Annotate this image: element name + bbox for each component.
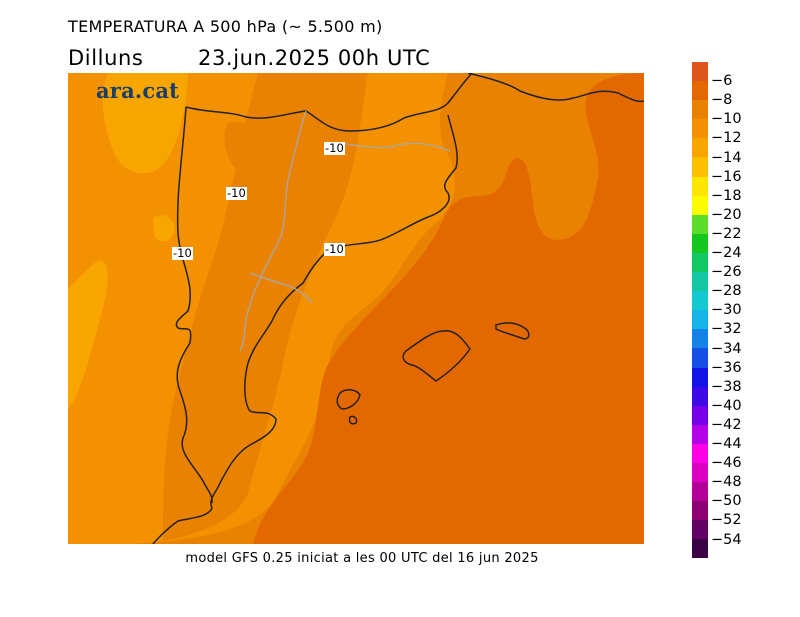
coastline-iberia xyxy=(152,73,473,544)
contour-label: -10 xyxy=(324,141,345,155)
colorbar-swatch xyxy=(692,62,708,82)
contour-label: -10 xyxy=(324,242,345,256)
colorbar-swatch xyxy=(692,214,708,234)
colorbar-label: −32 xyxy=(711,321,742,338)
colorbar-label: −14 xyxy=(711,149,742,166)
colorbar-swatch xyxy=(692,501,708,521)
contour-label: -10 xyxy=(172,246,193,260)
colorbar-swatch xyxy=(692,310,708,330)
coastline-north xyxy=(467,73,644,103)
forecast-date: 23.jun.2025 00h UTC xyxy=(198,46,431,70)
colorbar-swatch xyxy=(692,272,708,292)
colorbar-swatch xyxy=(692,157,708,177)
colorbar-swatch xyxy=(692,100,708,120)
colorbar-label: −34 xyxy=(711,340,742,357)
colorbar-label: −30 xyxy=(711,302,742,319)
colorbar-label: −26 xyxy=(711,264,742,281)
colorbar-label: −22 xyxy=(711,225,742,242)
colorbar-label: −52 xyxy=(711,512,742,529)
colorbar-swatch xyxy=(692,367,708,387)
colorbar-label: −40 xyxy=(711,397,742,414)
colorbar-label: −20 xyxy=(711,206,742,223)
colorbar-swatch xyxy=(692,386,708,406)
colorbar-swatch xyxy=(692,405,708,425)
colorbar-swatch xyxy=(692,291,708,311)
colorbar-label: −24 xyxy=(711,245,742,261)
map-canvas xyxy=(68,73,644,544)
colorbar-swatch xyxy=(692,462,708,483)
temperature-map xyxy=(68,73,644,544)
colorbar-label: −54 xyxy=(711,531,742,548)
colorbar-label: −44 xyxy=(711,436,742,452)
colorbar-swatch xyxy=(692,329,708,349)
border-interior xyxy=(239,110,451,352)
colorbar-swatch xyxy=(692,482,708,502)
island-mallorca xyxy=(402,330,471,382)
forecast-day: Dilluns xyxy=(68,46,144,70)
island-menorca xyxy=(495,322,530,340)
colorbar-swatch xyxy=(692,424,708,444)
island-ibiza xyxy=(336,389,361,410)
contour-label: -10 xyxy=(226,186,247,200)
colorbar-label: −50 xyxy=(711,493,742,510)
brand-logo: ara.cat xyxy=(96,78,180,103)
colorbar-swatch xyxy=(692,233,708,253)
island-formentera xyxy=(348,415,358,425)
field-minus12-minus14-west xyxy=(68,260,108,408)
colorbar-swatch xyxy=(692,176,708,196)
colorbar-swatch xyxy=(692,252,708,273)
chart-title: TEMPERATURA A 500 hPa (~ 5.500 m) xyxy=(68,17,383,36)
colorbar-swatch xyxy=(692,81,708,101)
colorbar-swatch xyxy=(692,138,708,158)
colorbar-swatch xyxy=(692,119,708,139)
colorbar-label: −36 xyxy=(711,359,742,376)
field-minus8-minus10-east xyxy=(224,121,277,174)
colorbar-label: −48 xyxy=(711,474,742,491)
field-minus6-minus8 xyxy=(253,73,644,544)
colorbar-label: −10 xyxy=(711,111,742,128)
colorbar-label: −28 xyxy=(711,283,742,300)
coastline-west xyxy=(175,106,213,504)
colorbar-swatch xyxy=(692,539,708,559)
colorbar-label: −8 xyxy=(711,92,733,109)
colorbar-label: −12 xyxy=(711,130,742,147)
colorbar xyxy=(692,62,708,559)
colorbar-label: −38 xyxy=(711,378,742,395)
field-minus8-minus10-inland xyxy=(163,73,368,541)
model-caption: model GFS 0.25 iniciat a les 00 UTC del … xyxy=(185,551,539,566)
colorbar-swatch xyxy=(692,443,708,463)
colorbar-label: −6 xyxy=(711,73,733,90)
field-minus12-minus14-north xyxy=(102,73,188,174)
colorbar-label: −18 xyxy=(711,187,742,204)
field-minus12-minus14-small xyxy=(153,215,175,242)
colorbar-label: −46 xyxy=(711,455,742,472)
colorbar-label: −16 xyxy=(711,168,742,185)
colorbar-swatch xyxy=(692,195,708,215)
colorbar-swatch xyxy=(692,520,708,540)
colorbar-swatch xyxy=(692,348,708,368)
colorbar-label: −42 xyxy=(711,416,742,433)
